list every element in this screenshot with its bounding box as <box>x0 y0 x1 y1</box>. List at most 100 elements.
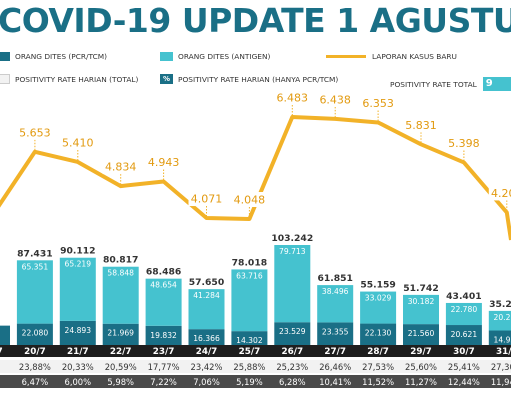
case-label-bg <box>59 134 96 150</box>
case-label-bg <box>102 159 139 175</box>
bar-antigen-label: 33.029 <box>365 294 392 303</box>
legend-positivity-pcr-daily: % POSITIVITY RATE HARIAN (HANYA PCR/TCM) <box>160 74 338 84</box>
positivity-pcr-value: 11,27% <box>405 377 437 387</box>
bar-antigen-label: 63.716 <box>236 271 263 280</box>
bar-pcr <box>488 330 511 345</box>
positivity-pcr-value: 7,06% <box>193 377 220 387</box>
header: COVID-19 UPDATE 1 AGUSTUS 2022 <box>0 0 511 44</box>
positivity-pcr-value: 6,47% <box>22 377 49 387</box>
bar-pcr-label: 22.130 <box>365 329 392 338</box>
bar-total-label: 87.431 <box>17 248 52 259</box>
bar-antigen <box>274 245 311 323</box>
bar-pcr <box>188 329 225 345</box>
bar-total-label: 57.650 <box>189 277 224 288</box>
date-label: 19/7 <box>0 347 3 357</box>
bar-total-label: 68.486 <box>146 267 181 278</box>
case-label-bg <box>231 192 268 207</box>
date-label: 31/7 <box>496 347 511 357</box>
page-title: COVID-19 UPDATE 1 AGUSTUS 2022 <box>0 1 511 40</box>
positivity-total-value: 23,88% <box>19 362 51 372</box>
positivity-total-value: 25,23% <box>276 362 308 372</box>
positivity-pcr-value: 10,41% <box>319 377 351 387</box>
legend-antigen: ORANG DITES (ANTIGEN) <box>160 52 270 61</box>
case-label-bg <box>488 185 511 201</box>
bar-pcr <box>0 325 10 345</box>
positivity-total-row <box>0 360 511 373</box>
bar-pcr <box>445 325 482 345</box>
date-label: 24/7 <box>196 347 218 357</box>
case-label: 4.048 <box>234 194 266 207</box>
bar-antigen <box>488 310 511 331</box>
bar-pcr-label: 19.832 <box>150 331 177 340</box>
date-label: 21/7 <box>67 347 89 357</box>
bar-total-label: 51.742 <box>403 283 438 294</box>
bar-antigen <box>403 294 439 325</box>
case-label: 4.834 <box>105 161 137 174</box>
bar-pcr <box>16 323 53 345</box>
case-label-bg <box>317 91 354 107</box>
case-label: 4.205 <box>491 187 511 200</box>
date-label: 30/7 <box>453 347 475 357</box>
bar-pcr-label: 24.893 <box>65 326 92 335</box>
bar-pcr-label: 22.080 <box>22 329 49 338</box>
bar-pcr <box>317 322 354 345</box>
date-label: 20/7 <box>24 347 46 357</box>
bar-pcr <box>145 325 182 345</box>
bar-antigen <box>16 260 53 324</box>
positivity-total-value: 25,60% <box>405 362 437 372</box>
case-label-bg <box>360 95 397 111</box>
legend-positivity-total-daily: POSITIVITY RATE HARIAN (TOTAL) <box>0 74 138 84</box>
bar-antigen-label: 41.284 <box>193 291 220 300</box>
positivity-total-value: 27,53% <box>362 362 394 372</box>
legend: ORANG DITES (PCR/TCM) ORANG DITES (ANTIG… <box>0 48 511 98</box>
legend-antigen-label: ORANG DITES (ANTIGEN) <box>178 52 271 61</box>
legend-cases-line <box>326 55 366 58</box>
case-label-bg <box>445 135 482 151</box>
legend-positivity-total-daily-swatch <box>0 74 10 84</box>
bar-antigen-label: 38.496 <box>322 287 349 296</box>
bar-antigen-label: 48.654 <box>150 281 177 290</box>
bar-antigen <box>360 291 397 324</box>
bar-pcr <box>360 323 397 345</box>
case-label: 5.410 <box>62 136 94 149</box>
date-label: 29/7 <box>410 347 432 357</box>
bar-antigen <box>59 257 96 321</box>
bar-pcr-label: 16.366 <box>193 334 220 343</box>
positivity-pcr-value: 6,28% <box>279 377 306 387</box>
bar-antigen-label: 65.219 <box>65 260 92 269</box>
bar-pcr <box>403 324 439 345</box>
positivity-pcr-row <box>0 375 511 388</box>
positivity-total-value: 27,30% <box>491 362 511 372</box>
positivity-pcr-value: 5,98% <box>107 377 134 387</box>
positivity-pcr-value: 11,94% <box>491 377 511 387</box>
bar-pcr-label: 14.302 <box>236 336 263 345</box>
date-label: 25/7 <box>239 347 261 357</box>
legend-cases-label: LAPORAN KASUS BARU <box>372 52 457 61</box>
bar-total-label: 90.112 <box>60 246 95 257</box>
bar-total-label: 78.018 <box>232 257 267 268</box>
bar-pcr <box>274 322 311 345</box>
date-label: 23/7 <box>153 347 175 357</box>
bar-antigen-label: 58.848 <box>107 269 134 278</box>
bar-antigen <box>102 266 139 324</box>
positivity-total-value: 20,59% <box>105 362 137 372</box>
case-label-bg <box>16 124 53 140</box>
bar-antigen-label: 79.713 <box>279 247 306 256</box>
date-row <box>0 345 511 357</box>
date-label: 22/7 <box>110 347 132 357</box>
date-label: 27/7 <box>324 347 346 357</box>
legend-pcr-swatch <box>0 52 10 61</box>
bar-antigen-label: 22.780 <box>451 305 478 314</box>
positivity-total-value: 9 <box>482 77 511 91</box>
bar-total-label: 55.159 <box>360 280 395 291</box>
case-label-bg <box>145 154 182 170</box>
bar-pcr <box>102 323 139 345</box>
case-label: 5.653 <box>19 126 51 139</box>
date-label: 26/7 <box>282 347 304 357</box>
bar-total-label: 80.817 <box>103 255 138 266</box>
legend-positivity-total: POSITIVITY RATE TOTAL 9 <box>390 77 511 91</box>
case-label: 6.438 <box>319 93 351 106</box>
legend-pcr: ORANG DITES (PCR/TCM) <box>0 52 107 61</box>
legend-antigen-swatch <box>160 52 173 61</box>
